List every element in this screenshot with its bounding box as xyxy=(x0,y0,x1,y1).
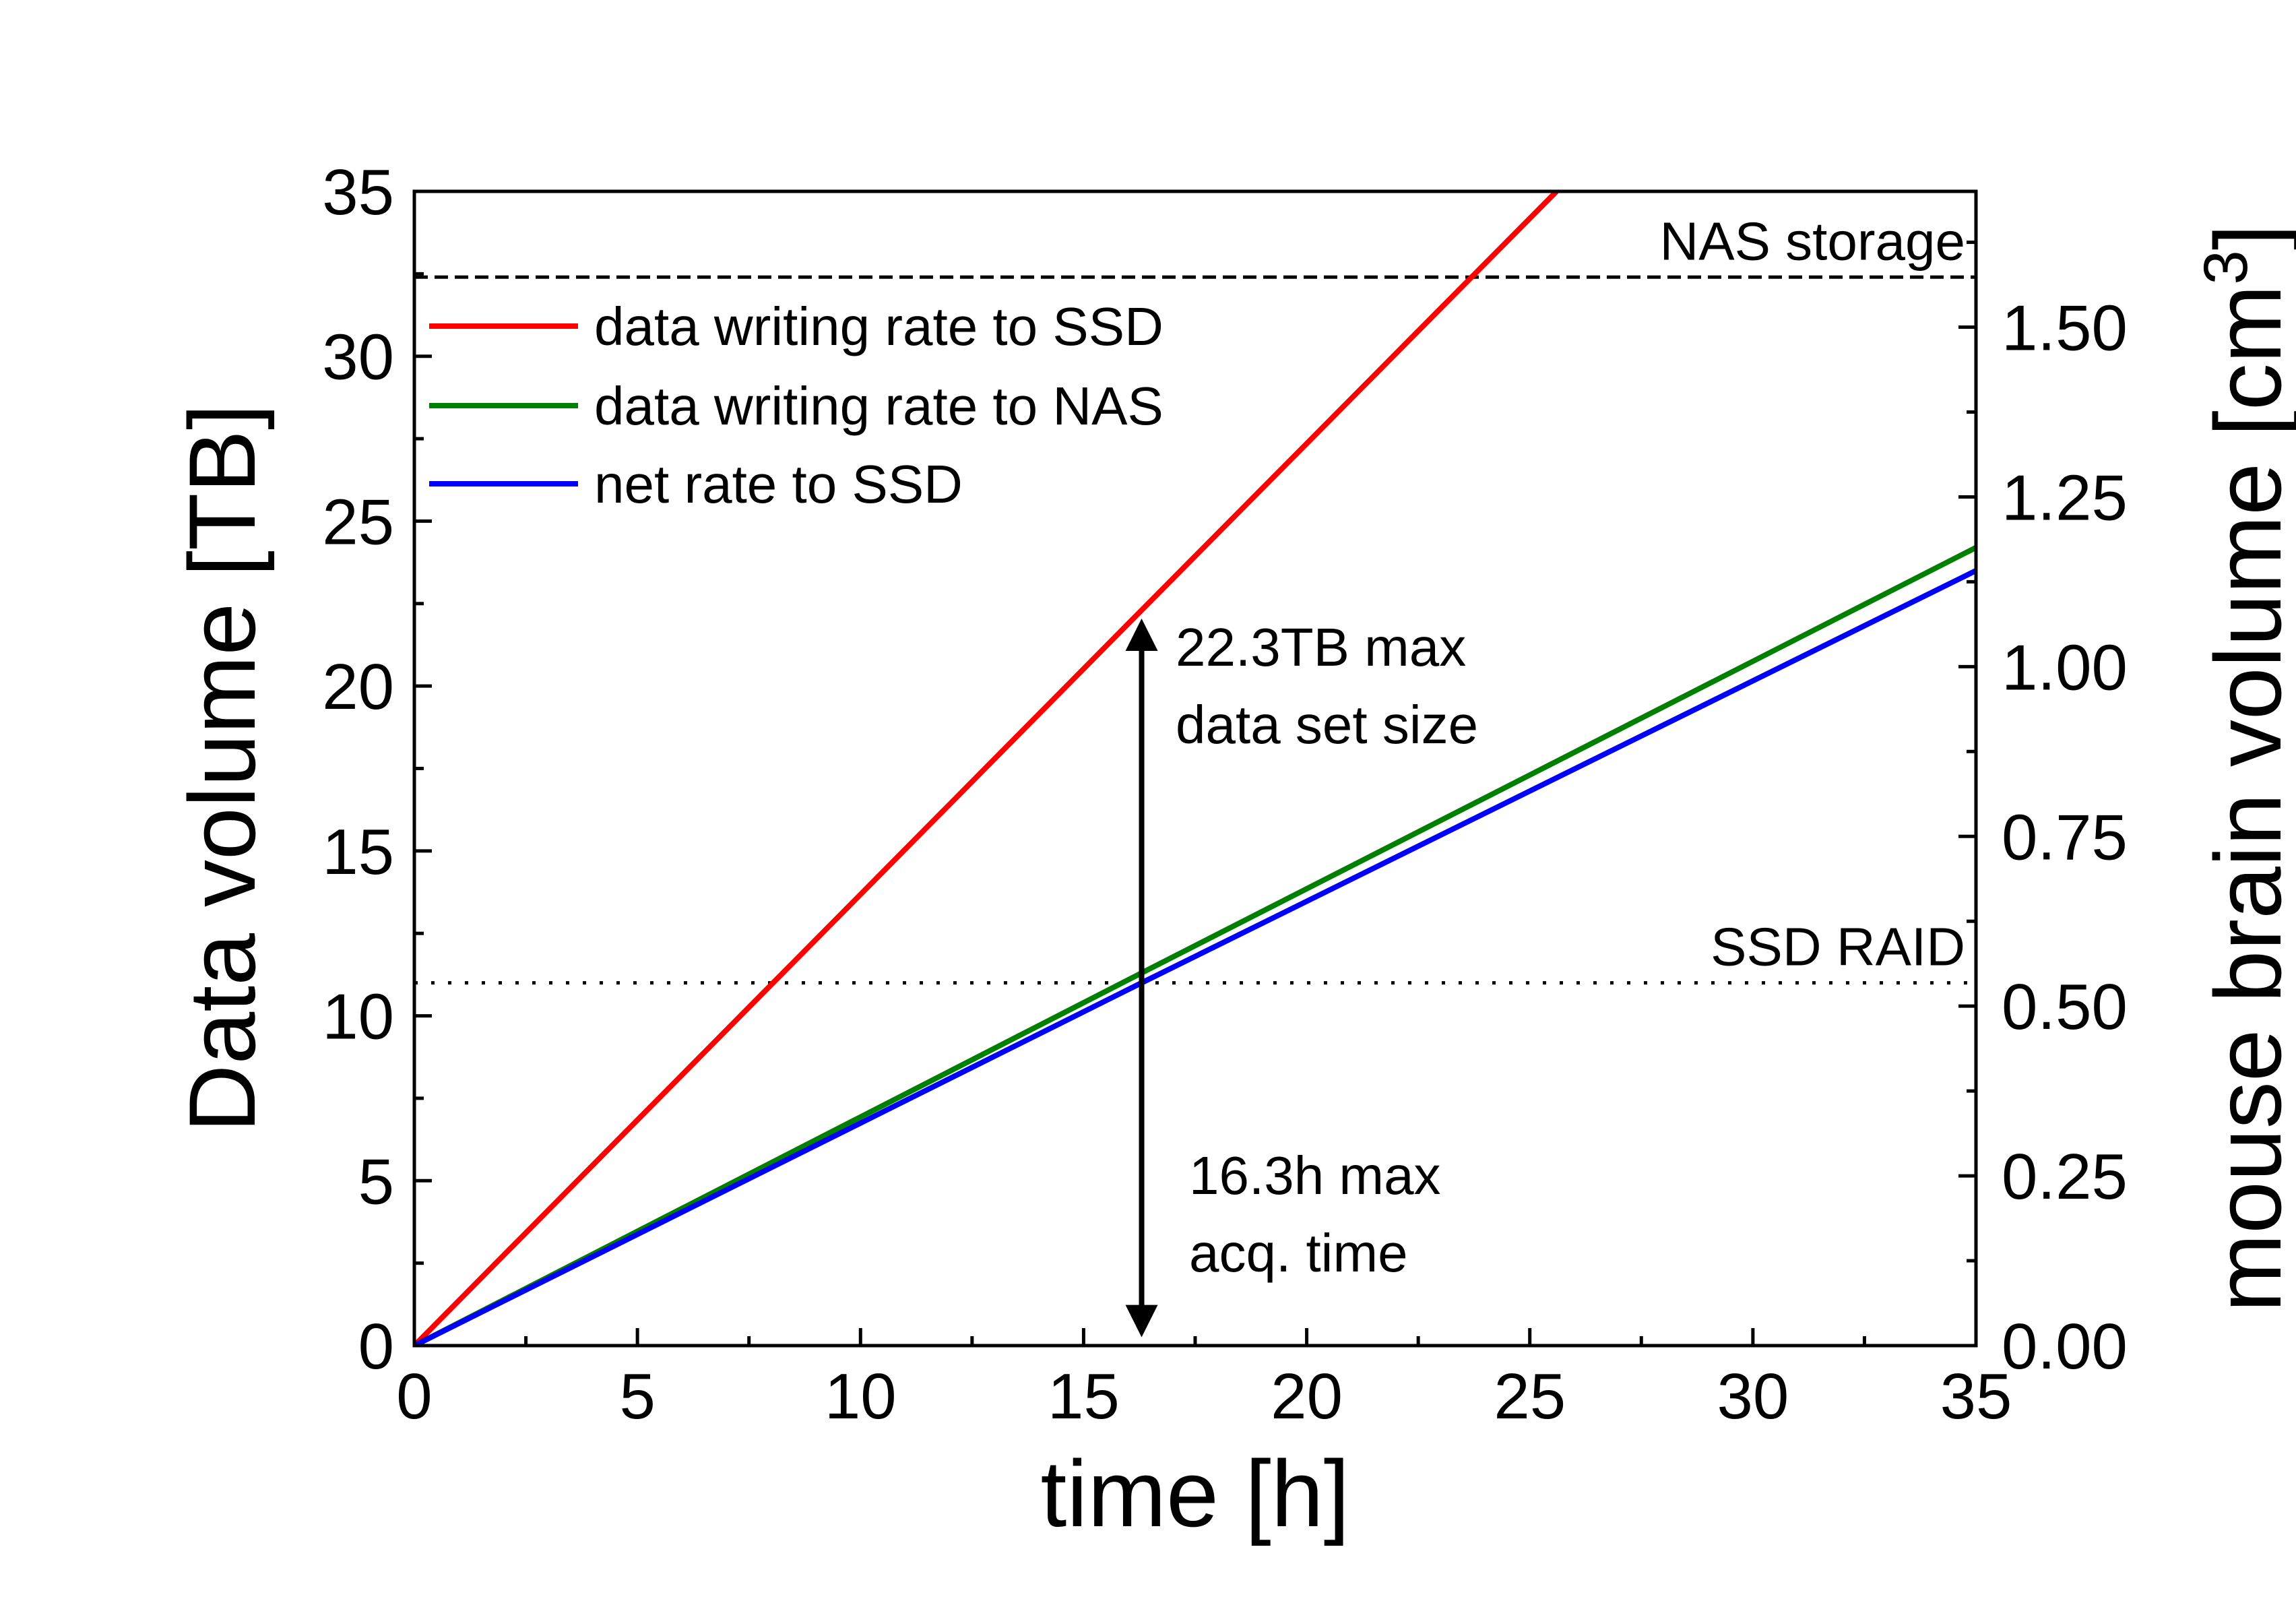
y2-tick-label: 1.25 xyxy=(2002,462,2128,534)
y-tick-label: 25 xyxy=(322,486,394,558)
x-tick-label: 30 xyxy=(1717,1360,1789,1433)
legend-label-2: data writing rate to NAS xyxy=(594,376,1163,436)
series-line-1 xyxy=(414,191,1559,1346)
x-tick-label: 5 xyxy=(619,1360,655,1433)
annotation-text-1: 22.3TB max data set size xyxy=(1176,617,1478,755)
x-tick-label: 20 xyxy=(1271,1360,1343,1433)
x-tick-label: 15 xyxy=(1048,1360,1120,1433)
x-tick-label: 0 xyxy=(396,1360,432,1433)
y2-tick-label: 1.50 xyxy=(2002,292,2128,365)
legend-label-1: data writing rate to SSD xyxy=(594,296,1163,356)
reference-lines: NAS storage SSD RAID xyxy=(414,211,1976,985)
y-tick-label: 15 xyxy=(322,816,394,888)
y-tick-label: 30 xyxy=(322,321,394,394)
y2-tick-label: 0.25 xyxy=(2002,1141,2128,1213)
y-tick-label: 5 xyxy=(358,1145,394,1218)
y-tick-label: 20 xyxy=(322,651,394,723)
y2-tick-label: 0.00 xyxy=(2002,1311,2128,1383)
y-axis-title: Data volume [TB] xyxy=(169,404,275,1133)
y-tick-label: 10 xyxy=(322,981,394,1053)
annotation-text-2: 16.3h max acq. time xyxy=(1189,1145,1441,1283)
y2-tick-label: 0.75 xyxy=(2002,801,2128,873)
reference-line-label: NAS storage xyxy=(1659,211,1965,271)
x-tick-label: 25 xyxy=(1494,1360,1566,1433)
x-axis-title: time [h] xyxy=(1040,1441,1349,1546)
legend: data writing rate to SSD data writing rat… xyxy=(429,296,1163,514)
x-tick-label: 10 xyxy=(825,1360,897,1433)
y-tick-label: 35 xyxy=(322,156,394,228)
legend-label-3: net rate to SSD xyxy=(594,454,963,514)
x-tick-label: 35 xyxy=(1940,1360,2012,1433)
y2-axis-title: mouse brain volume [cm3] xyxy=(2192,224,2296,1312)
annotations: 22.3TB max data set size 16.3h max acq. tim… xyxy=(1125,617,1478,1338)
y2-tick-label: 0.50 xyxy=(2002,971,2128,1043)
y2-tick-label: 1.00 xyxy=(2002,631,2128,703)
axis-ticks: 0 5 10 15 20 25 30 35051015202530350.000.250.50… xyxy=(322,156,2128,1433)
y-tick-label: 0 xyxy=(358,1311,394,1383)
reference-line-label: SSD RAID xyxy=(1711,917,1965,977)
